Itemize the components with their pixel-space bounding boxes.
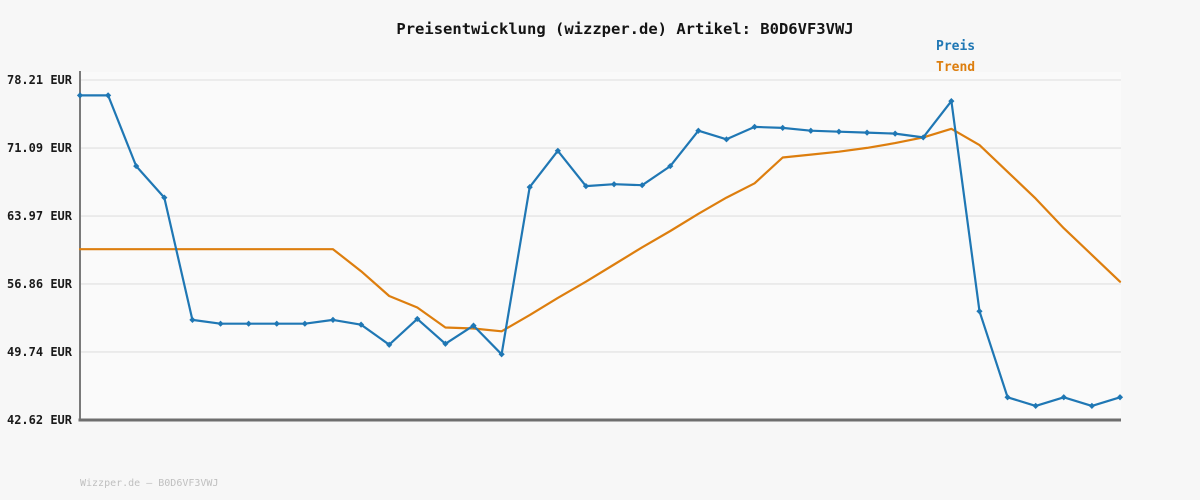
price-point-marker (245, 320, 252, 327)
price-point-marker (948, 98, 955, 105)
chart-legend: Preis Trend (936, 36, 975, 78)
chart-title: Preisentwicklung (wizzper.de) Artikel: B… (396, 20, 854, 38)
y-axis-tick-label: 42.62 EUR (6, 413, 72, 427)
price-point-marker (779, 124, 786, 131)
price-point-marker (442, 340, 449, 347)
price-point-marker (723, 136, 730, 143)
price-point-marker (1032, 402, 1039, 409)
price-point-marker (1004, 394, 1011, 401)
y-axis-tick-label: 56.86 EUR (6, 276, 72, 291)
price-point-marker (863, 129, 871, 136)
price-point-marker (105, 92, 112, 99)
y-axis-tick-label: 49.74 EUR (6, 344, 72, 359)
price-point-marker (414, 315, 421, 323)
price-point-marker (273, 320, 280, 327)
price-point-marker (357, 321, 365, 328)
price-point-marker (386, 341, 393, 348)
price-point-marker (301, 320, 308, 327)
footer-watermark: Wizzper.de — B0D6VF3VWJ (80, 478, 219, 489)
price-point-marker (582, 183, 590, 190)
price-point-marker (892, 130, 899, 137)
legend-item-preis: Preis (936, 39, 976, 54)
price-point-marker (976, 308, 983, 315)
price-point-marker (1116, 394, 1124, 401)
price-point-marker (1060, 394, 1067, 401)
price-point-marker (526, 183, 533, 191)
y-axis-tick-label: 78.21 EUR (6, 73, 72, 87)
price-point-marker (76, 92, 84, 99)
price-point-marker (920, 134, 927, 141)
price-point-marker (807, 127, 814, 134)
price-point-marker (189, 316, 196, 323)
price-point-marker (695, 127, 702, 134)
price-point-marker (133, 162, 140, 170)
price-point-marker (470, 322, 477, 329)
price-point-marker (161, 194, 168, 201)
trend-line (78, 127, 1122, 333)
price-point-marker (329, 316, 337, 323)
price-point-marker (835, 128, 843, 135)
price-point-marker (751, 123, 758, 131)
price-point-marker (667, 162, 674, 170)
y-axis-tick-label: 71.09 EUR (6, 141, 72, 156)
y-axis-tick-label: 63.97 EUR (6, 209, 72, 224)
legend-item-trend: Trend (936, 60, 976, 75)
price-point-marker (610, 181, 618, 188)
price-point-marker (1088, 402, 1095, 409)
price-point-marker (498, 351, 505, 358)
price-point-marker (554, 147, 561, 154)
price-point-marker (639, 182, 646, 189)
price-line (78, 94, 1122, 407)
price-point-marker (217, 320, 224, 327)
